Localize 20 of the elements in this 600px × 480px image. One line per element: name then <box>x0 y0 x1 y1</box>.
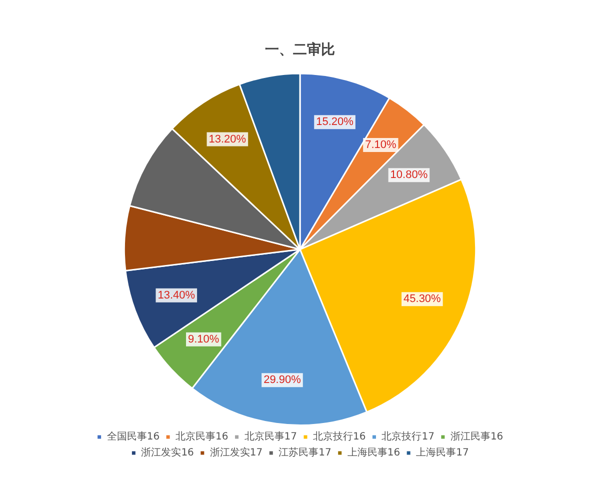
data-label: 45.30% <box>404 293 442 306</box>
data-label: 13.20% <box>208 133 246 146</box>
legend-label: 北京技行17 <box>382 430 434 443</box>
legend-label: 北京民事16 <box>176 430 228 443</box>
legend-label: 江苏民事17 <box>278 446 332 459</box>
data-label: 29.90% <box>264 374 302 386</box>
legend-label: 北京民事17 <box>244 430 298 443</box>
legend-label: 浙江发实16 <box>141 446 194 459</box>
legend-label: 上海民事16 <box>347 446 400 459</box>
legend-label: 上海民事17 <box>416 446 469 459</box>
data-label: 13.40% <box>158 289 196 302</box>
chart-title: 一、二审比 <box>265 41 335 58</box>
legend-label: 北京技行16 <box>313 430 366 443</box>
legend-label: 浙江发实17 <box>210 446 263 459</box>
legend-label: 全国民事16 <box>106 430 160 443</box>
legend-label: 浙江民事16 <box>450 430 504 443</box>
data-label: 10.80% <box>390 169 428 182</box>
data-label: 7.10% <box>365 139 396 152</box>
data-label: 15.20% <box>316 116 354 128</box>
data-label: 9.10% <box>188 333 220 346</box>
